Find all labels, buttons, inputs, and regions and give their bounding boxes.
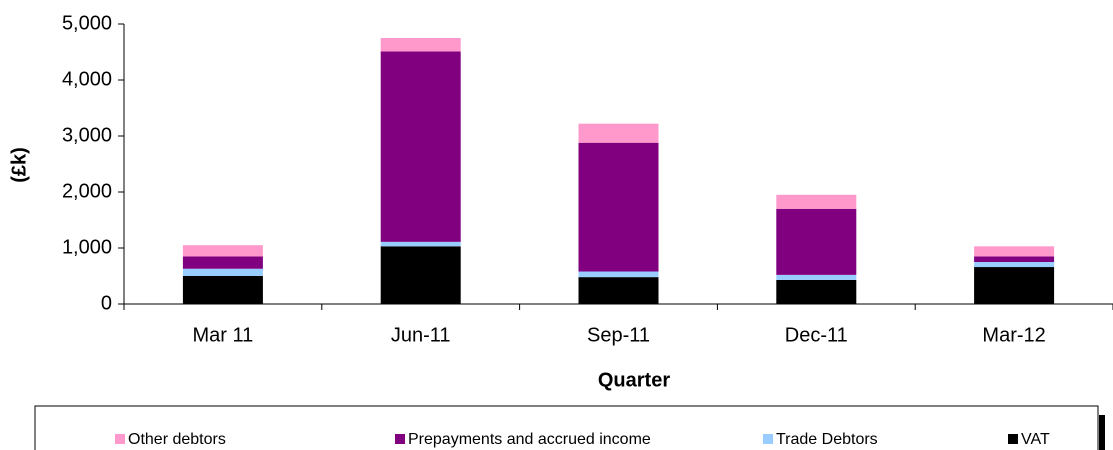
bar-segment [380, 241, 461, 247]
bar-segment [578, 271, 659, 278]
bar-segment [974, 256, 1055, 262]
y-tick-label: 4,000 [62, 68, 112, 90]
x-tick-label: Mar 11 [193, 324, 254, 346]
bar-segment [776, 208, 857, 275]
bar-segment [974, 262, 1055, 268]
x-axis-label: Quarter [598, 369, 670, 391]
bar-segment [578, 142, 659, 272]
bar-segment [380, 246, 461, 304]
bar-segment [776, 274, 857, 280]
bar-segment [578, 123, 659, 143]
bar-segment [776, 194, 857, 209]
x-tick-label: Sep-11 [587, 324, 650, 346]
bar-segment [182, 268, 263, 276]
bar-segment [182, 256, 263, 269]
bar-segment [182, 276, 263, 304]
x-tick-label: Mar-12 [982, 324, 1045, 346]
y-tick-label: 3,000 [62, 124, 112, 146]
legend-edge [1099, 415, 1105, 450]
bar-segment [380, 51, 461, 242]
legend-swatch [1008, 434, 1018, 444]
y-axis-label: (£k) [8, 147, 30, 183]
legend-swatch [115, 434, 125, 444]
y-tick-label: 0 [101, 292, 112, 314]
legend-label: Trade Debtors [776, 431, 878, 448]
bar-segment [182, 245, 263, 257]
legend-swatch [395, 434, 405, 444]
y-tick-label: 1,000 [62, 236, 112, 258]
y-tick-label: 5,000 [62, 12, 112, 34]
bar-segment [974, 246, 1055, 257]
x-tick-label: Jun-11 [391, 324, 451, 346]
legend-swatch [763, 434, 773, 444]
bar-segment [578, 277, 659, 304]
bar-segment [974, 267, 1055, 304]
y-tick-label: 2,000 [62, 180, 112, 202]
legend-label: Other debtors [128, 431, 226, 448]
legend-label: Prepayments and accrued income [408, 431, 651, 448]
legend-box [34, 405, 1099, 450]
bar-segment [776, 279, 857, 304]
x-tick-label: Dec-11 [785, 324, 848, 346]
bar-segment [380, 38, 461, 52]
legend-label: VAT [1021, 431, 1050, 448]
